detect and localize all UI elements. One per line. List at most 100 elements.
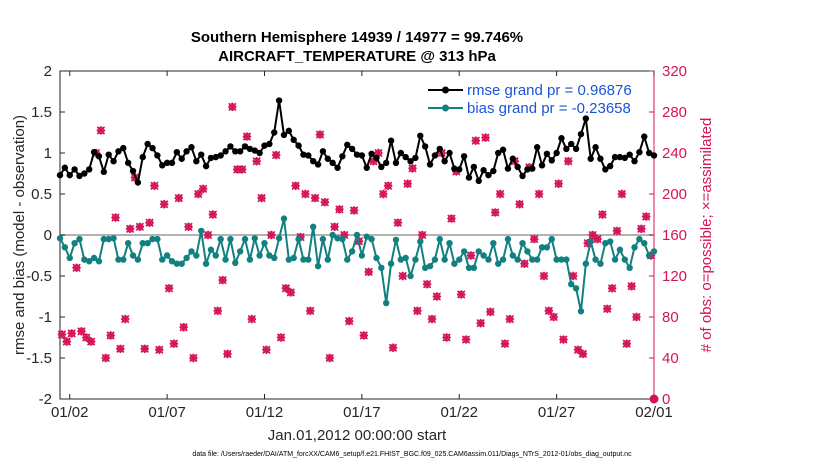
bias-point <box>426 262 434 270</box>
bias-point <box>227 235 234 243</box>
rmse-point <box>197 151 205 158</box>
rmse-point <box>261 142 268 149</box>
obs-count-point <box>573 345 583 354</box>
obs-count-point <box>306 306 315 316</box>
rmse-point <box>81 170 88 177</box>
bias-point <box>558 256 565 263</box>
obs-assimilated-marker <box>393 218 403 227</box>
rmse-point <box>212 153 220 161</box>
bias-point <box>339 235 346 243</box>
obs-assimilated-marker <box>159 200 169 209</box>
obs-assimilated-marker <box>72 263 81 272</box>
rmse-series <box>56 97 658 186</box>
obs-assimilated-marker <box>369 157 378 166</box>
bias-point <box>149 235 156 243</box>
obs-assimilated-marker <box>398 271 407 281</box>
legend-bias-marker <box>442 104 449 112</box>
obs-count-point <box>447 214 456 223</box>
rmse-point <box>173 148 181 156</box>
obs-assimilated-marker <box>325 353 334 363</box>
y-right-tick-label: 200 <box>662 186 687 203</box>
obs-count-point <box>345 316 354 326</box>
obs-assimilated-marker <box>573 345 583 354</box>
obs-count-point <box>607 284 617 293</box>
bias-point <box>494 260 502 267</box>
obs-count-point <box>622 339 631 348</box>
obs-assimilated-marker <box>67 329 76 338</box>
bias-point <box>568 281 575 288</box>
rmse-point <box>227 143 234 150</box>
bias-point <box>397 256 405 263</box>
obs-count-point <box>544 306 554 316</box>
rmse-point <box>251 147 258 154</box>
bias-point <box>290 254 297 262</box>
obs-count-point <box>486 307 495 317</box>
obs-assimilated-marker <box>164 284 174 293</box>
bias-point <box>524 248 531 255</box>
obs-count-point <box>534 189 544 199</box>
obs-assimilated-marker <box>135 222 145 231</box>
obs-count-point <box>77 327 86 336</box>
bias-point <box>436 235 443 243</box>
obs-count-point <box>598 210 607 219</box>
bias-point <box>61 244 69 251</box>
obs-count-point <box>82 333 91 342</box>
obs-assimilated-marker <box>432 292 442 301</box>
obs-count-point <box>57 330 67 339</box>
rmse-point <box>558 135 565 142</box>
obs-count-point <box>276 333 286 342</box>
bias-point <box>275 235 283 242</box>
obs-assimilated-marker <box>383 181 393 190</box>
bias-point <box>95 258 103 265</box>
obs-assimilated-marker <box>559 335 568 344</box>
rmse-point <box>159 162 166 169</box>
rmse-point <box>129 167 137 175</box>
obs-count-point <box>155 345 164 354</box>
rmse-point <box>232 148 239 155</box>
bias-point <box>475 248 482 255</box>
bias-point <box>650 248 658 255</box>
obs-count-markers <box>57 102 659 404</box>
bias-point <box>446 240 453 247</box>
rmse-point <box>339 153 346 160</box>
rmse-point <box>290 136 297 144</box>
obs-assimilated-marker <box>471 136 480 145</box>
obs-count-point <box>286 288 295 297</box>
bias-point <box>86 258 93 265</box>
x-tick-label: 01/12 <box>246 404 284 421</box>
obs-assimilated-marker <box>213 306 222 316</box>
bias-point <box>329 231 336 239</box>
rmse-point <box>178 155 185 162</box>
bias-point <box>271 254 278 262</box>
obs-count-point <box>72 263 81 272</box>
obs-count-point <box>101 353 110 363</box>
obs-count-point <box>398 271 407 281</box>
bias-point <box>553 256 560 263</box>
rmse-point <box>650 152 658 159</box>
x-axis-ticks: 01/02 01/07 01/12 01/17 01/22 01/27 02/01 <box>51 71 673 421</box>
bias-point <box>56 235 64 242</box>
obs-assimilated-marker <box>447 214 456 223</box>
obs-assimilated-marker <box>520 259 529 268</box>
bias-point <box>368 235 375 243</box>
legend: rmse grand pr = 0.96876 bias grand pr = … <box>428 82 632 117</box>
obs-assimilated-marker <box>491 208 500 217</box>
obs-assimilated-marker <box>612 226 622 236</box>
obs-assimilated-marker <box>335 205 344 214</box>
obs-assimilated-marker <box>603 304 612 313</box>
bias-point <box>592 256 599 263</box>
bias-point <box>344 256 351 263</box>
rmse-point <box>344 141 351 148</box>
bias-point <box>212 252 220 259</box>
rmse-point <box>256 149 263 157</box>
obs-count-point <box>218 275 227 285</box>
bias-point <box>499 256 507 263</box>
bias-point <box>402 254 409 262</box>
obs-count-point <box>86 337 96 346</box>
rmse-point <box>90 148 98 156</box>
rmse-point <box>387 137 395 144</box>
obs-count-point <box>461 335 471 344</box>
bias-point <box>139 240 146 247</box>
obs-assimilated-marker <box>578 349 588 359</box>
